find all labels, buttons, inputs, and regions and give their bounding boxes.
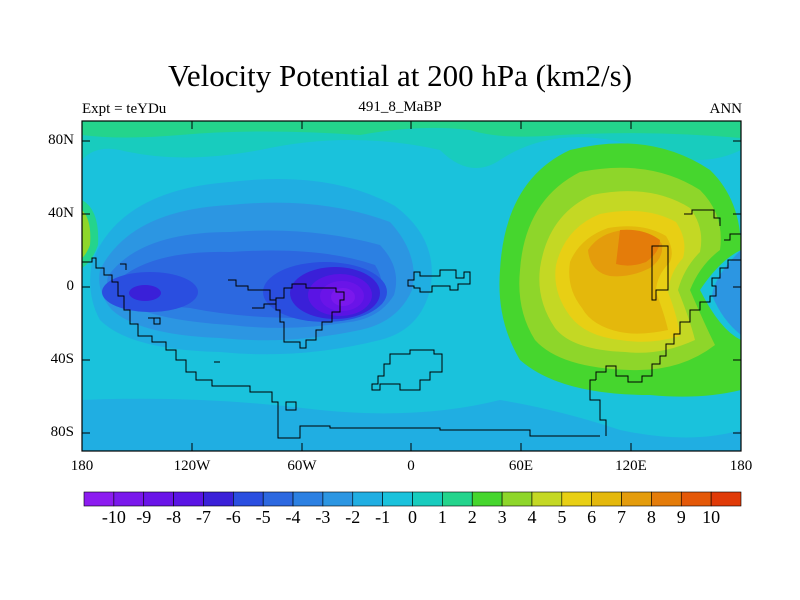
coastline-northeast [724,233,741,241]
colorbar-swatch [710,491,742,507]
colorbar-swatch [113,491,145,507]
colorbar-swatch [83,491,115,507]
colorbar-tick-label: -3 [315,507,331,527]
colorbar-tick-label: 10 [702,507,721,527]
season-label: ANN [709,101,743,117]
x-tick-label: 60W [287,458,317,474]
x-tick-label: 180 [70,458,94,474]
contour-pos-9 [616,229,660,266]
contour-west-core [129,285,161,301]
y-tick-label: 40N [48,205,74,221]
colorbar-swatch [292,491,324,507]
coastline-islet-2 [120,263,127,270]
contour-min-core [331,288,355,306]
colorbar-tick-label: -9 [136,507,152,527]
colorbar-tick-label: -5 [255,507,271,527]
colorbar-tick-label: 3 [497,507,507,527]
plot-title: Velocity Potential at 200 hPa (km2/s) [167,58,633,93]
y-tick-label: 40S [50,351,74,367]
coastline-south-america [228,279,345,349]
y-tick-label: 80S [50,424,74,440]
colorbar-tick-label: 5 [557,507,567,527]
colorbar-tick-label: -7 [195,507,211,527]
contour-south-band [82,398,741,451]
colorbar-swatch [442,491,473,507]
coastline-island [651,245,669,301]
colorbar-tick-label: 2 [467,507,477,527]
colorbar-tick-label: -8 [166,507,182,527]
contour-east-edge [712,250,741,335]
colorbar-tick-label: 9 [676,507,686,527]
colorbar-swatch [322,491,354,507]
x-tick-label: 120W [173,458,211,474]
colorbar-tick-label: -2 [345,507,361,527]
colorbar-swatch [203,491,234,507]
colorbar-swatch [262,491,294,507]
colorbar-tick-label: 1 [437,507,447,527]
contour-north-top [82,121,741,138]
colorbar-swatch [143,491,174,507]
x-tick-label: 120E [615,458,647,474]
coastline-antarctic-peninsula [371,349,443,391]
y-axis-ticks [82,140,741,434]
colorbar [83,491,742,507]
coastline-americas [82,257,600,439]
colorbar-tick-label: 8 [646,507,656,527]
experiment-label: Expt = teYDu [82,101,167,117]
colorbar-tick-label: 0 [408,507,417,527]
x-axis-ticks [191,121,632,451]
coastlines [82,209,741,439]
colorbar-swatch [621,491,652,507]
x-tick-label: 180 [729,458,753,474]
colorbar-swatch [233,491,264,507]
coastline-small-island [285,401,297,411]
contour-west-edge-core [82,210,91,258]
colorbar-tick-label: 7 [617,507,627,527]
x-tick-label: 60E [508,458,534,474]
colorbar-tick-label: -10 [101,507,126,527]
colorbar-swatch [352,491,383,507]
colorbar-swatch [382,491,413,507]
colorbar-swatch [412,491,443,507]
colorbar-tick-label: -1 [375,507,391,527]
x-tick-label: 0 [407,458,415,474]
colorbar-swatch [173,491,204,507]
colorbar-swatch [501,491,533,507]
colorbar-tick-label: -4 [285,507,301,527]
colorbar-swatch [561,491,592,507]
colorbar-swatch [651,491,682,507]
coastline-north-asia [684,209,721,226]
coastline-islet [148,317,161,325]
coastline-africa-north [407,269,471,293]
colorbar-swatch [531,491,563,507]
contour-field [82,121,741,451]
colorbar-tick-label: 6 [587,507,597,527]
colorbar-swatch [680,491,712,507]
colorbar-swatch [471,491,503,507]
coastline-east-asia [595,259,741,383]
colorbar-tick-label: -6 [225,507,241,527]
coastline-australia [589,379,607,436]
colorbar-swatch [591,491,622,507]
plot-subtitle: 491_8_MaBP [358,99,442,115]
colorbar-tick-label: 4 [527,507,537,527]
y-tick-label: 80N [48,132,74,148]
y-tick-label: 0 [66,278,75,294]
